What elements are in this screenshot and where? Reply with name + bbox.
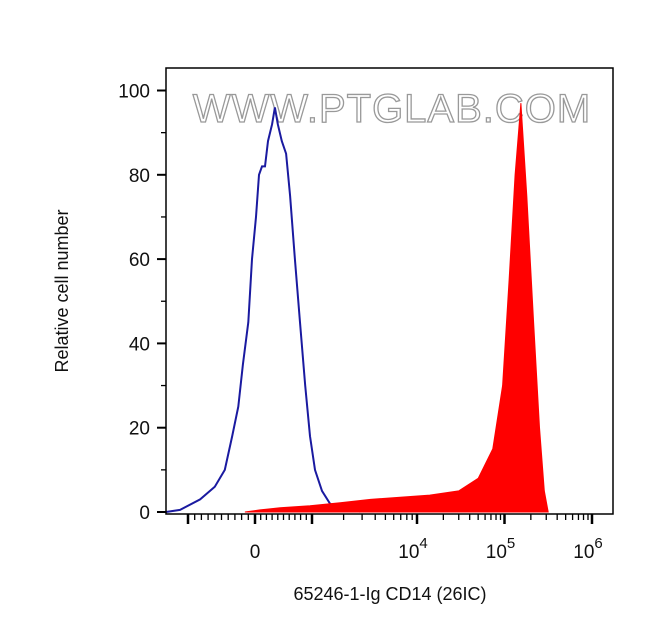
x-tick-base: 10	[398, 542, 419, 563]
x-axis: 0 104 105 106	[186, 514, 603, 563]
y-tick-label: 40	[129, 334, 150, 355]
y-tick-label: 80	[129, 166, 150, 187]
y-tick-label: 0	[139, 503, 150, 524]
x-tick-label: 106	[573, 535, 602, 563]
x-tick-base: 10	[573, 542, 594, 563]
y-axis-title: Relative cell number	[52, 209, 72, 372]
y-tick-label: 60	[129, 250, 150, 271]
x-tick-base: 0	[250, 542, 261, 563]
x-tick-base: 10	[486, 542, 507, 563]
x-axis-title: 65246-1-Ig CD14 (26IC)	[293, 584, 486, 604]
plot-frame	[165, 67, 614, 515]
watermark: WWW.PTGLAB.COM	[193, 87, 591, 131]
x-tick-label: 104	[398, 535, 427, 563]
y-tick-label: 100	[118, 82, 150, 103]
x-tick-exponent: 6	[594, 535, 602, 552]
series-layer	[165, 103, 549, 513]
x-tick-exponent: 5	[507, 535, 515, 552]
y-tick-label: 20	[129, 419, 150, 440]
x-tick-label: 105	[486, 535, 515, 563]
series-0-line-histogram	[165, 107, 362, 513]
y-axis: 0 20 40 60 80 100	[118, 82, 166, 524]
series-1-filled-histogram	[244, 103, 549, 513]
x-tick-exponent: 4	[419, 535, 427, 552]
x-tick-label: 0	[250, 542, 261, 563]
